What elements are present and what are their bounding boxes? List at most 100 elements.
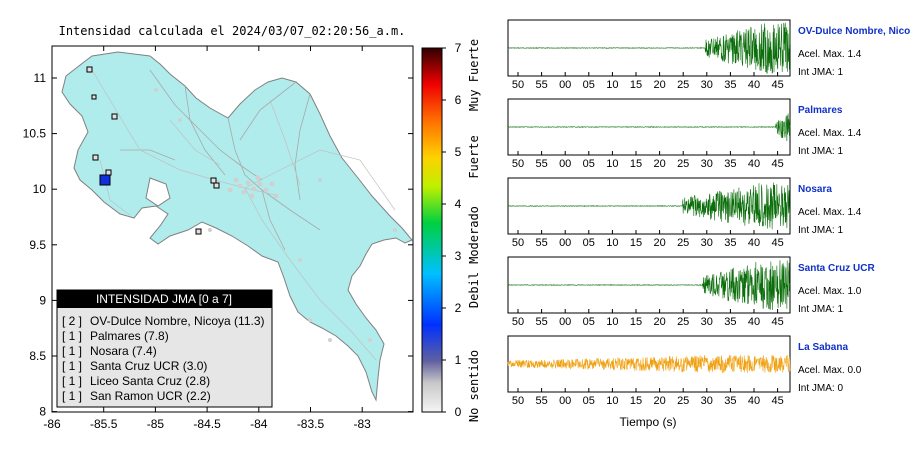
colorbar-intensity-label: Muy Fuerte <box>467 39 481 111</box>
waveform-trace <box>507 182 791 230</box>
station-acel-max: Acel. Max. 1.0 <box>798 286 862 297</box>
waveform-tick-label: 50 <box>512 158 524 170</box>
waveform-tick-label: 30 <box>701 316 713 328</box>
waveform-tick-label: 45 <box>771 158 783 170</box>
map-y-tick-label: 11 <box>34 71 47 85</box>
legend-entries: [ 2 ] OV-Dulce Nombre, Nicoya (11.3) [ 1 ]… <box>62 314 265 403</box>
waveform-tick-label: 45 <box>771 79 783 91</box>
waveform-tick-label: 50 <box>512 79 524 91</box>
waveform-panel: 50 55 00 05 10 15 20 25 30 35 40 45 Santa Cruz UCR Ac… <box>507 256 875 328</box>
waveform-tick-label: 15 <box>630 237 642 249</box>
colorbar-tick-label: 3 <box>455 249 462 263</box>
waveform-tick-label: 35 <box>724 316 736 328</box>
colorbar-intensity-label: Moderado <box>467 206 481 264</box>
waveform-tick-label: 30 <box>701 79 713 91</box>
waveform-tick-label: 10 <box>606 237 618 249</box>
station-name: Palmares <box>798 105 843 116</box>
waveform-tick-label: 30 <box>701 158 713 170</box>
waveform-tick-label: 10 <box>606 316 618 328</box>
waveform-panel: 50 55 00 05 10 15 20 25 30 35 40 45 La Sabana Acel. M… <box>507 335 862 407</box>
waveform-tick-label: 30 <box>701 395 713 407</box>
roads <box>91 69 396 361</box>
waveform-tick-label: 35 <box>724 237 736 249</box>
colorbar-intensity-label: Debil <box>467 272 481 308</box>
waveform-tick-label: 25 <box>677 237 689 249</box>
waveform-tick-label: 35 <box>724 395 736 407</box>
colorbar-labels: No sentido Debil Moderado Fuerte Muy Fuerte <box>467 39 481 422</box>
station-int-jma: Int JMA: 1 <box>798 146 843 157</box>
waveform-tick-label: 45 <box>771 395 783 407</box>
waveform-tick-label: 55 <box>535 316 547 328</box>
waveform-tick-label: 45 <box>771 237 783 249</box>
waveform-tick-label: 55 <box>535 237 547 249</box>
waveform-tick-label: 05 <box>583 316 595 328</box>
legend-entry-level: [ 1 ] <box>62 374 82 388</box>
waveform-tick-label: 05 <box>583 158 595 170</box>
map-y-tick-label: 10.5 <box>23 127 47 141</box>
map-y-tick-label: 8.5 <box>29 349 46 363</box>
waveform-tick-label: 40 <box>748 79 760 91</box>
station-name: Santa Cruz UCR <box>798 263 875 274</box>
colorbar-tick-label: 0 <box>455 405 462 419</box>
colorbar-tick-label: 4 <box>455 197 462 211</box>
waveform-tick-label: 55 <box>535 395 547 407</box>
waveform-tick-label: 40 <box>748 237 760 249</box>
waveform-tick-label: 20 <box>653 395 665 407</box>
map-x-tick-label: -85.5 <box>90 417 118 431</box>
legend-title: INTENSIDAD JMA [0 a 7] <box>96 292 232 306</box>
colorbar-scale <box>421 47 443 413</box>
waveform-tick-label: 15 <box>630 316 642 328</box>
legend-entry-level: [ 1 ] <box>62 389 82 403</box>
waveform-tick-label: 00 <box>559 395 571 407</box>
station-acel-max: Acel. Max. 1.4 <box>798 128 862 139</box>
waveform-xlabel: Tiempo (s) <box>620 415 677 429</box>
waveform-tick-label: 40 <box>748 158 760 170</box>
waveform-tick-label: 20 <box>653 79 665 91</box>
waveform-tick-label: 50 <box>512 237 524 249</box>
waveform-panel: 50 55 00 05 10 15 20 25 30 35 40 45 Palmares Acel. Ma… <box>507 98 862 170</box>
map-y-tick-label: 9 <box>39 293 46 307</box>
legend-entry-level: [ 1 ] <box>62 329 82 343</box>
waveform-trace <box>507 260 791 310</box>
waveform-tick-label: 25 <box>677 158 689 170</box>
legend-entry-text: Nosara (7.4) <box>90 344 157 358</box>
intensity-colorbar: 0 1 2 3 4 5 6 7 No sentido Debil Moderado Fuerte Mu… <box>421 39 481 422</box>
colorbar-tick-label: 5 <box>455 145 462 159</box>
station-acel-max: Acel. Max. 1.4 <box>798 207 862 218</box>
legend-header <box>57 290 272 308</box>
map-x-tick-label: -83 <box>354 417 372 431</box>
map-x-tick-label: -84.5 <box>193 417 221 431</box>
map-y-tick-label: 9.5 <box>29 238 46 252</box>
map-x-tick-label: -85 <box>147 417 165 431</box>
waveform-tick-label: 05 <box>583 237 595 249</box>
waveform-tick-label: 25 <box>677 316 689 328</box>
waveform-tick-label: 00 <box>559 158 571 170</box>
map-x-tick-label: -83.5 <box>297 417 325 431</box>
station-int-jma: Int JMA: 1 <box>798 225 843 236</box>
station-name: La Sabana <box>798 342 848 353</box>
costa-rica-land <box>61 51 413 402</box>
waveform-tick-label: 00 <box>559 237 571 249</box>
waveform-trace <box>507 354 791 374</box>
waveform-tick-label: 55 <box>535 79 547 91</box>
waveform-tick-label: 40 <box>748 316 760 328</box>
map-x-tick-label: -86 <box>43 417 61 431</box>
map-panel: 11 10.5 10 9.5 9 8.5 8 -86 -85.5 -85 -84.5 -84 -83.… <box>23 45 414 431</box>
colorbar-tick-label: 2 <box>455 301 462 315</box>
map-y-tick-label: 8 <box>39 405 46 419</box>
waveform-tick-label: 50 <box>512 316 524 328</box>
station-int-jma: Int JMA: 0 <box>798 383 843 394</box>
station-markers <box>86 66 220 235</box>
waveform-tick-label: 10 <box>606 395 618 407</box>
province-borders <box>120 69 321 251</box>
waveform-panel: 50 55 00 05 10 15 20 25 30 35 40 45 OV-Dulce Nombre,… <box>507 19 910 91</box>
station-acel-max: Acel. Max. 1.4 <box>798 49 862 60</box>
colorbar-tick-label: 6 <box>455 93 462 107</box>
colorbar-tick-label: 1 <box>455 353 462 367</box>
waveform-tick-label: 50 <box>512 395 524 407</box>
station-acel-max: Acel. Max. 0.0 <box>798 365 862 376</box>
waveform-tick-label: 25 <box>677 395 689 407</box>
station-int-jma: Int JMA: 1 <box>798 67 843 78</box>
waveform-tick-label: 30 <box>701 237 713 249</box>
